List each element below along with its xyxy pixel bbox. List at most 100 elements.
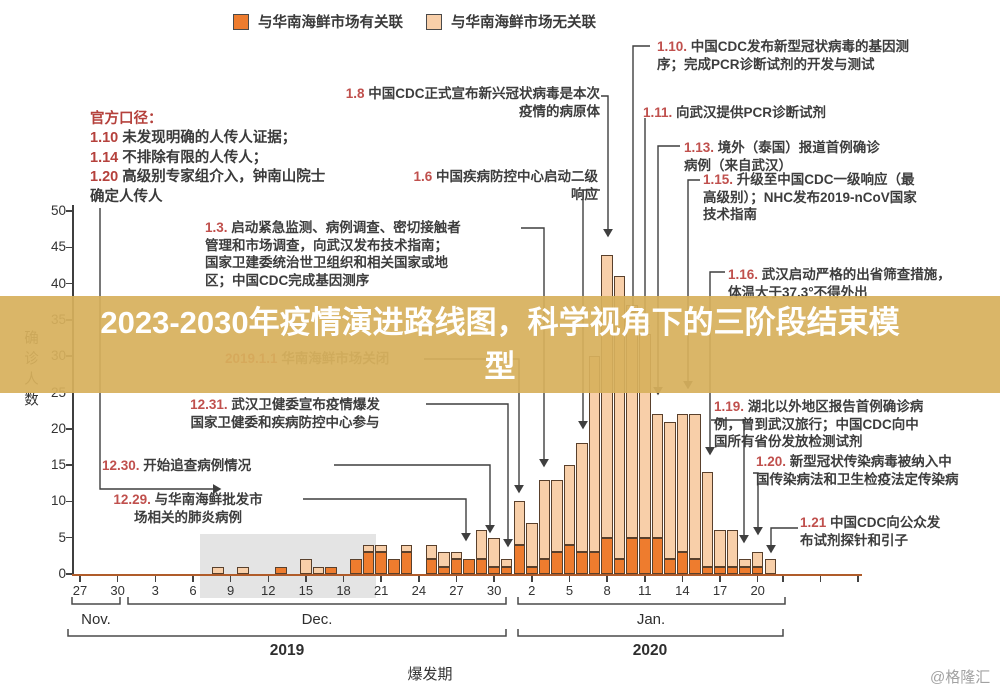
month-label-nov: Nov. [81,611,111,628]
annotation-line: 1.13. 境外（泰国）报道首例确诊 [684,140,880,155]
annotation-date: 12.29. [113,492,155,507]
y-tick [66,210,72,212]
x-tick [116,576,119,582]
bar-segment-unlinked [513,501,525,545]
bar-segment-unlinked [362,544,375,553]
annotation-1-16: 1.16. 武汉启动严格的出省筛查措施， 体温大于37.3°不得外出 [728,266,993,301]
annotation-line: 技术指南 [703,207,757,223]
bar-segment-linked [563,544,576,574]
bar-segment-linked [425,559,438,574]
annotation-line: 12.30. 开始追查病例情况 [102,458,252,473]
official-date: 1.20 [90,169,123,186]
bar-segment-unlinked [300,559,312,574]
annotation-line: 病例（来自武汉） [684,157,792,173]
x-tick [229,576,232,582]
x-tick-label: 27 [449,583,464,598]
bar-segment-linked [275,566,287,574]
x-tick [267,576,269,582]
annotation-line: 国家卫健委和疾病防控中心参与 [190,414,380,430]
x-tick [192,576,194,582]
y-tick [66,464,72,466]
y-tick [66,500,72,503]
x-tick-label: 15 [298,583,314,598]
annotation-1-3: 1.3. 启动紧急监测、病例调查、密切接触者 管理和市场调查，向武汉发布技术指南；… [205,219,523,289]
annotation-1-6: 1.6 中国疾病防控中心启动二级 响应 [330,168,598,203]
bar-segment-unlinked [764,559,776,574]
official-item: 1.14 不排除有限的人传人； [90,149,268,166]
annotation-line: 例，曾到武汉旅行；中国CDC向中 [714,416,919,432]
bar-segment-linked [676,552,689,574]
annotation-line: 1.3. 启动紧急监测、病例调查、密切接触者 [205,220,461,235]
annotation-1-10: 1.10. 中国CDC发布新型冠状病毒的基因测 序；完成PCR诊断试剂的开发与测试 [657,38,949,73]
bar-segment-linked [639,537,651,574]
annotation-1-13: 1.13. 境外（泰国）报道首例确诊 病例（来自武汉） [684,139,936,174]
legend-item-linked: 与华南海鲜市场有关联 [233,11,403,32]
x-tick [819,576,822,582]
x-tick [756,576,759,582]
x-tick-label: 9 [226,583,235,598]
bar-segment-linked [475,559,488,574]
headline-line-2: 型 [484,348,516,384]
annotation-line: 国家卫建委统治世卫组织和相关国家或地 [205,255,448,271]
bar-segment-linked [450,559,463,574]
y-tick-label: 15 [50,457,66,473]
annotation-date: 12.31. [190,397,232,412]
y-tick-label: 5 [58,529,66,545]
x-tick-label: 8 [603,583,611,598]
annotation-date: 1.11. [643,105,677,120]
official-item: 1.10 未发现明确的人传人证据； [90,130,297,147]
bar-segment-unlinked [613,276,626,560]
headline-overlay-band: 2023-2030年疫情演进路线图，科学视角下的三阶段结束模 型 [0,296,1000,393]
annotation-date: 1.10. [657,39,691,54]
bar-segment-unlinked [739,559,751,567]
x-tick-label: 20 [750,583,765,598]
annotation-line: 高级别）；NHC发布2019-nCoV国家 [703,189,917,205]
connector-1-10 [628,45,650,318]
bar-segment-unlinked [450,552,463,560]
headline-line-1: 2023-2030年疫情演进路线图，科学视角下的三阶段结束模 [100,305,900,341]
bar-segment-unlinked [237,566,249,574]
y-tick-label: 40 [50,275,66,291]
bar-segment-linked [551,552,563,574]
annotation-line: 1.10. 中国CDC发布新型冠状病毒的基因测 [657,39,910,54]
bar-segment-unlinked [538,479,551,560]
annotation-date: 1.19. [714,399,748,414]
bar-segment-unlinked [212,566,224,574]
x-tick [305,576,307,582]
annotation-line: 体温大于37.3°不得外出 [728,284,868,300]
annotation-line: 1.19. 湖北以外地区报告首例确诊病 [714,399,924,414]
x-tick [154,576,157,582]
bar-segment-linked [588,552,601,574]
bar-segment-linked [689,559,701,574]
annotation-line: 布试剂探针和引子 [800,532,908,548]
annotation-12-31: 12.31. 武汉卫健委宣布疫情爆发 国家卫健委和疾病防控中心参与 [144,396,426,431]
x-tick [380,576,382,582]
annotation-line: 1.21 中国CDC向公众发 [800,515,941,530]
x-tick [644,576,646,582]
annotation-1-8: 1.8 中国CDC正式宣布新兴冠状病毒是本次 疫情的病原体 [300,85,600,120]
x-tick [719,576,721,582]
annotation-line: 1.8 中国CDC正式宣布新兴冠状病毒是本次 [345,86,600,101]
annotation-date: 1.21 [800,515,831,530]
bar-segment-unlinked [475,530,488,560]
official-title: 官方口径： [90,111,163,127]
annotation-date: 1.20. [756,454,790,469]
bar-segment-linked [362,552,375,574]
bracket-dec [127,597,507,605]
connector-12-30 [334,464,495,534]
x-tick-label: 21 [373,583,389,598]
bar-segment-unlinked [751,552,764,567]
bar-segment-linked [576,552,588,574]
x-tick [681,576,684,582]
watermark: @格隆汇 [930,669,991,686]
legend-label-linked: 与华南海鲜市场有关联 [258,15,403,31]
bar-segment-unlinked [500,559,513,567]
bar-segment-unlinked [576,443,588,553]
bar-segment-linked [513,544,525,574]
x-tick-label: 27 [72,583,88,598]
bar-segment-linked [739,566,751,574]
x-tick [455,576,458,582]
x-tick [493,576,495,582]
bar-segment-unlinked [701,472,714,567]
